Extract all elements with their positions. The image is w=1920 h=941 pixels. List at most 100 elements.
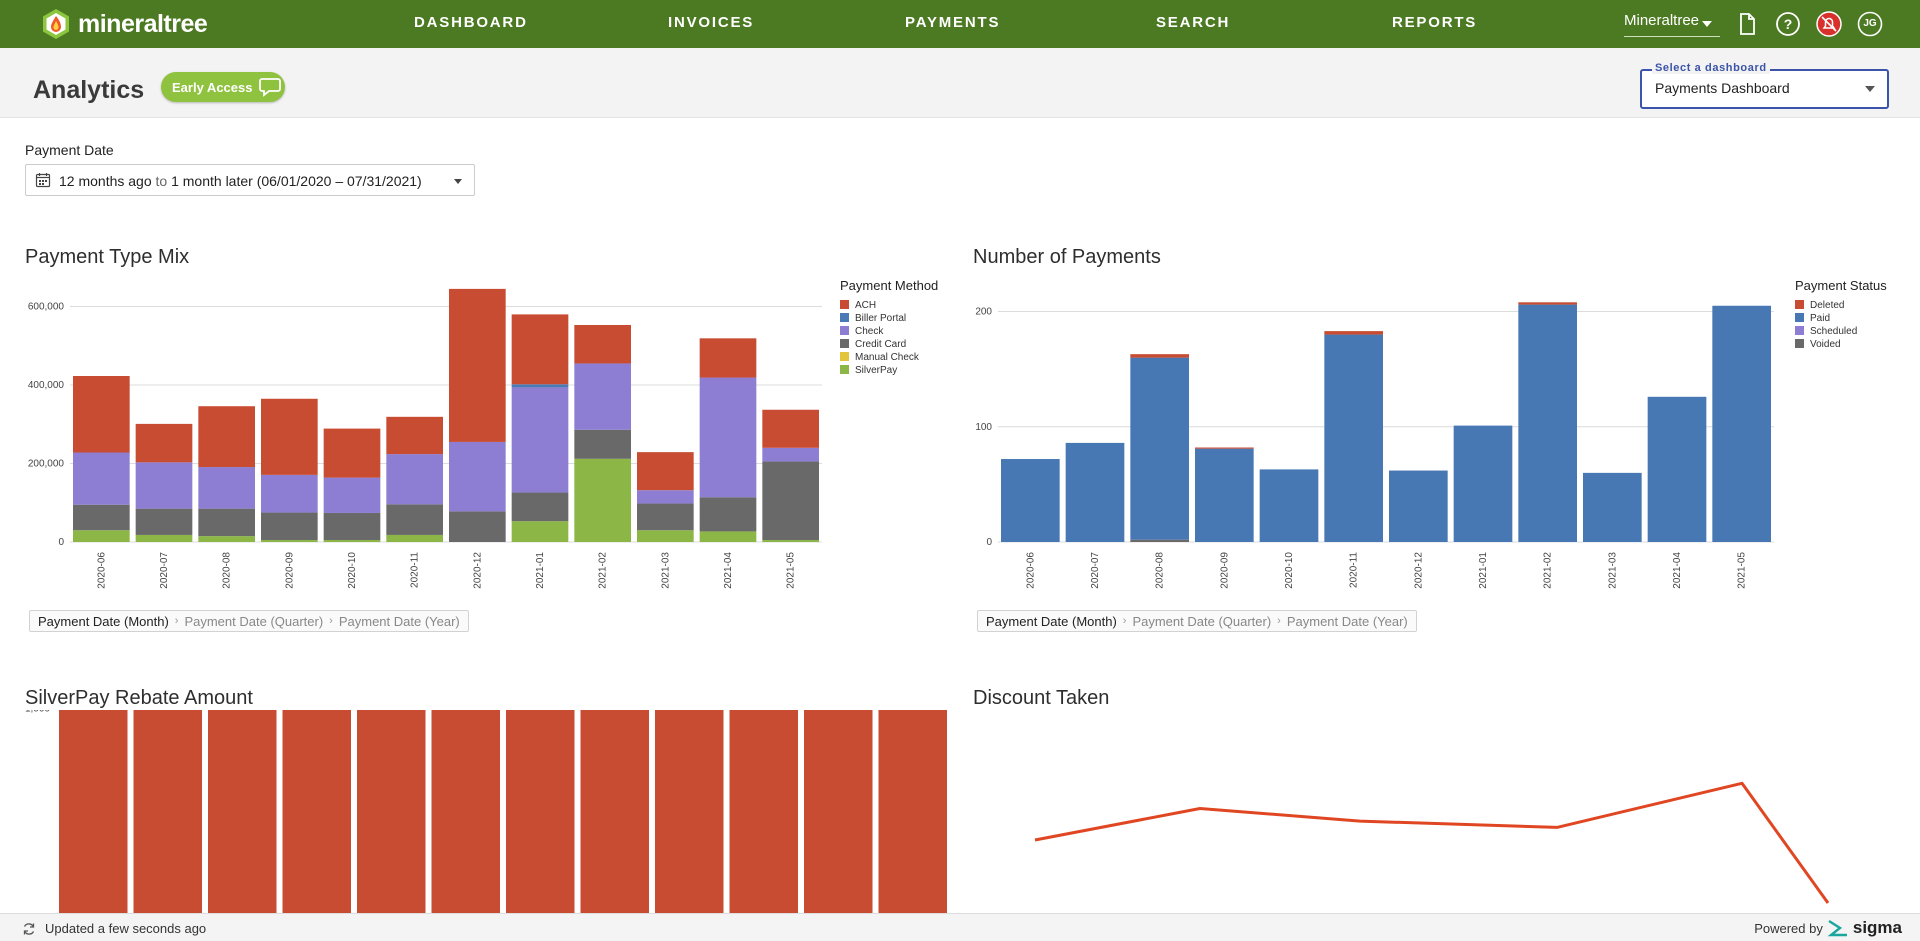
- x-tick-label: 2021-05: [1737, 552, 1748, 589]
- y-tick-label: 0: [986, 537, 992, 548]
- legend-item: Paid: [1810, 313, 1830, 324]
- payment-date-filter-label: Payment Date: [25, 142, 114, 158]
- legend-swatch: [840, 300, 849, 309]
- bar-segment: [73, 452, 130, 505]
- bar-segment: [323, 512, 381, 541]
- nav-dashboard[interactable]: DASHBOARD: [414, 14, 528, 31]
- x-tick-label: 2020-11: [410, 552, 421, 588]
- top-nav: mineraltree DASHBOARD INVOICES PAYMENTS …: [0, 0, 1920, 48]
- crumb-quarter[interactable]: Payment Date (Quarter): [184, 613, 324, 629]
- legend-item: Credit Card: [855, 339, 906, 350]
- silverpay-rebate-title: SilverPay Rebate Amount: [25, 687, 253, 709]
- refresh-status[interactable]: Updated a few seconds ago: [22, 921, 206, 936]
- bar-segment: [73, 504, 130, 531]
- bar-segment: [762, 447, 819, 462]
- nav-search[interactable]: SEARCH: [1156, 14, 1231, 31]
- payment-type-mix-chart[interactable]: 0 200,000 400,000 600,000 2020-06 2020-07 2020…: [0, 270, 960, 610]
- discount-taken-title: Discount Taken: [973, 687, 1110, 709]
- x-tick-label: 2020-12: [472, 552, 483, 589]
- filter-range-end: 1 month later (06/01/2020 – 07/31/2021): [171, 173, 422, 189]
- early-access-label: Early Access: [172, 79, 253, 95]
- rebate-bar: [878, 710, 947, 913]
- y-tick-label: 200: [975, 307, 992, 318]
- bar-segment: [637, 452, 694, 491]
- bar-segment: [323, 477, 381, 513]
- payment-date-filter[interactable]: 12 months ago to 1 month later (06/01/20…: [25, 164, 475, 196]
- nav-reports[interactable]: REPORTS: [1392, 14, 1478, 31]
- chevron-down-icon: [454, 179, 462, 184]
- x-tick-label: 2020-07: [1090, 552, 1101, 589]
- crumb-quarter[interactable]: Payment Date (Quarter): [1132, 613, 1272, 629]
- x-tick-label: 2020-11: [1349, 552, 1360, 588]
- powered-by-text: Powered by: [1754, 920, 1823, 936]
- bar-segment: [135, 508, 193, 535]
- rebate-bar: [655, 710, 724, 913]
- legend-swatch: [1795, 339, 1804, 348]
- bar-segment: [1647, 396, 1707, 542]
- early-access-button[interactable]: Early Access: [161, 72, 285, 102]
- dashboard-select-label: Select a dashboard: [1652, 62, 1770, 74]
- bar-segment: [637, 503, 694, 531]
- legend-item: SilverPay: [855, 365, 897, 376]
- user-initials[interactable]: JG: [1863, 18, 1877, 29]
- org-switcher[interactable]: Mineraltree: [1624, 12, 1700, 29]
- powered-by[interactable]: Powered by sigma: [1754, 918, 1902, 938]
- nav-invoices[interactable]: INVOICES: [668, 14, 755, 31]
- chevron-right-icon: ›: [329, 615, 333, 627]
- notifications-off-icon[interactable]: [1816, 11, 1842, 37]
- crumb-year[interactable]: Payment Date (Year): [338, 613, 460, 629]
- brand-logo[interactable]: mineraltree: [40, 6, 208, 42]
- bar-segment: [1324, 334, 1383, 542]
- bar-segment: [1130, 357, 1189, 540]
- bar-segment: [637, 490, 694, 504]
- discount-taken-chart[interactable]: [960, 710, 1920, 913]
- x-tick-label: 2021-03: [660, 552, 671, 589]
- legend-swatch: [840, 365, 849, 374]
- filter-range-start: 12 months ago: [59, 173, 152, 189]
- crumb-year[interactable]: Payment Date (Year): [1286, 613, 1408, 629]
- bar-segment: [511, 492, 569, 522]
- bar-segment: [1001, 459, 1060, 542]
- legend-swatch: [840, 339, 849, 348]
- rebate-bar: [59, 710, 128, 913]
- bar-segment: [73, 376, 130, 453]
- bar-segment: [511, 384, 569, 388]
- org-dropdown-icon[interactable]: [1702, 21, 1712, 27]
- footer: Updated a few seconds ago Powered by sig…: [0, 913, 1920, 941]
- bar-segment: [762, 461, 819, 541]
- bar-segment: [386, 416, 443, 455]
- crumb-month[interactable]: Payment Date (Month): [986, 613, 1117, 629]
- legend-item: Check: [855, 326, 884, 337]
- legend-title: Payment Method: [840, 278, 938, 293]
- bar-segment: [449, 511, 506, 542]
- crumb-month[interactable]: Payment Date (Month): [38, 613, 169, 629]
- x-tick-label: 2020-06: [96, 552, 107, 589]
- legend-item: Voided: [1810, 339, 1841, 350]
- bar-segment: [574, 429, 631, 459]
- help-icon[interactable]: ?: [1775, 11, 1801, 37]
- legend-swatch: [840, 313, 849, 322]
- bar-segment: [699, 497, 757, 532]
- payment-date-filter-value: 12 months ago to 1 month later (06/01/20…: [59, 173, 422, 189]
- bar-segment: [699, 338, 757, 378]
- document-icon[interactable]: [1734, 11, 1760, 37]
- bar-segment: [1389, 470, 1448, 542]
- bar-segment: [1518, 302, 1577, 305]
- legend-item: Manual Check: [855, 352, 920, 363]
- bar-segment: [1518, 304, 1577, 542]
- bar-segment: [574, 363, 631, 430]
- legend-item: Scheduled: [1810, 326, 1857, 337]
- legend-swatch: [1795, 313, 1804, 322]
- dashboard-select[interactable]: Select a dashboard Payments Dashboard: [1640, 62, 1889, 109]
- number-of-payments-chart[interactable]: 0 100 200 2020-06 2020-07 2020-08 2020-09 2020-…: [960, 270, 1920, 610]
- bar-segment: [73, 530, 130, 542]
- number-of-payments-breadcrumb: Payment Date (Month) › Payment Date (Qua…: [977, 610, 1417, 632]
- legend-swatch: [840, 326, 849, 335]
- bar-segment: [1324, 331, 1383, 335]
- user-avatar-icon[interactable]: [1857, 11, 1883, 37]
- rebate-bar: [282, 710, 351, 913]
- nav-payments[interactable]: PAYMENTS: [905, 14, 1001, 31]
- bar-segment: [574, 458, 631, 542]
- bar-segment: [511, 314, 569, 385]
